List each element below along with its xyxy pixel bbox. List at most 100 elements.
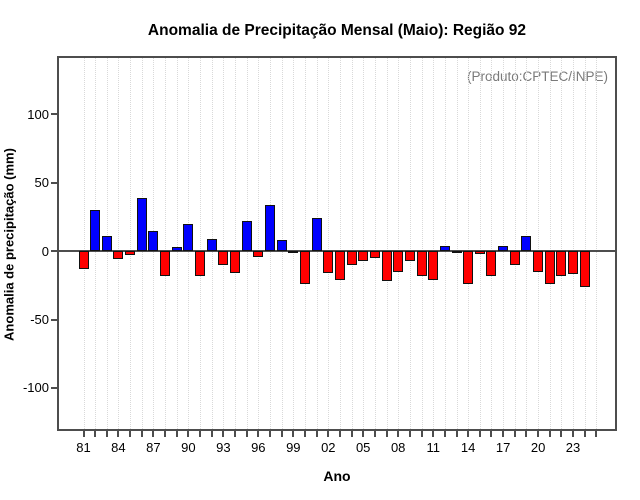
gridline-1999 [293,58,295,429]
x-tick-1981 [82,431,85,437]
bar-2016 [486,251,497,276]
bar-2024 [579,251,590,287]
bar-1991 [195,251,205,276]
x-tick-2022 [560,431,563,437]
y-tick-100 [51,113,57,116]
gridline-2002 [328,58,330,429]
x-tick-label-2002: 02 [321,440,336,455]
bar-2000 [299,251,310,284]
x-tick-label-2020: 20 [530,440,546,455]
x-tick-1992 [210,431,213,437]
gridline-1988 [165,58,167,429]
bar-2013 [451,251,462,253]
bar-2017 [498,245,509,252]
x-tick-2020 [537,431,540,437]
bar-1982 [90,210,101,252]
gridline-2012 [444,58,446,429]
gridline-2017 [503,58,505,429]
gridline-2018 [514,58,516,429]
x-tick-2016 [490,431,493,437]
y-tick-50 [51,181,57,184]
bar-1986 [136,197,147,251]
x-tick-2015 [478,431,481,437]
x-tick-1984 [117,431,120,437]
x-tick-label-1999: 99 [286,440,301,455]
x-tick-label-2014: 14 [460,440,476,455]
x-tick-2002 [327,431,330,437]
x-tick-2010 [420,431,423,437]
gridline-1984 [118,58,120,429]
bar-1985 [125,251,136,256]
x-tick-1985 [129,431,132,437]
x-tick-1991 [199,431,201,437]
bar-2010 [416,251,427,276]
y-tick--50 [51,318,57,321]
y-tick-label--100: -100 [22,380,49,396]
bar-2011 [428,251,439,280]
x-tick-1983 [105,431,108,437]
x-tick-2024 [583,431,586,437]
x-tick-label-1990: 90 [181,440,196,455]
gridline-1989 [176,58,178,429]
bar-1983 [101,236,112,252]
x-tick-1989 [175,431,178,437]
x-tick-1988 [164,431,167,437]
bar-1981 [78,251,89,269]
bar-2008 [393,251,404,272]
bar-2014 [463,251,474,284]
bar-2002 [323,251,334,273]
gridline-2010 [421,58,423,429]
x-tick-label-1993: 93 [216,440,231,455]
x-tick-2000 [303,431,306,437]
gridline-1993 [223,58,225,429]
x-tick-1987 [152,431,155,437]
x-tick-2014 [467,431,470,437]
bar-2003 [334,251,345,280]
x-tick-2017 [502,431,505,437]
gridline-2000 [304,58,306,429]
plot-area: (Produto:CPTEC/INPE) [59,58,615,429]
bar-1992 [206,238,217,251]
x-tick-1993 [222,431,225,437]
bar-2019 [521,236,532,252]
source-annotation: (Produto:CPTEC/INPE) [466,69,608,84]
gridline-1994 [235,58,236,429]
bar-2021 [544,251,555,284]
gridline-2024 [584,58,586,429]
bar-1988 [160,251,171,276]
x-tick-2009 [408,431,411,437]
bar-1999 [288,251,299,253]
x-tick-label-2008: 08 [390,440,406,455]
gridline-2020 [538,58,540,429]
x-tick-label-1984: 84 [111,440,126,455]
chart-title: Anomalia de Precipitação Mensal (Maio): … [147,22,527,39]
gridline-2016 [491,58,493,429]
x-tick-1994 [234,431,236,437]
gridline-2015 [479,58,481,429]
x-tick-2018 [513,431,516,437]
y-tick-label-0: 0 [41,243,49,259]
x-tick-label-1987: 87 [146,440,161,455]
x-tick-2012 [443,431,446,437]
x-tick-2006 [373,431,376,437]
gridline-2025 [596,58,598,429]
x-tick-2003 [338,431,341,437]
gridline-2006 [374,58,376,429]
gridline-2004 [351,58,353,429]
x-tick-1999 [292,431,295,437]
x-tick-2025 [595,431,598,437]
bar-1994 [230,251,240,273]
x-tick-1998 [280,431,283,437]
bar-1996 [253,251,264,257]
x-tick-1990 [187,431,190,437]
x-tick-2013 [455,431,458,437]
x-tick-label-2017: 17 [495,440,511,455]
bar-2004 [346,251,357,265]
bar-2001 [311,218,322,252]
gridline-2003 [339,58,341,429]
bar-1987 [148,230,159,251]
x-tick-2004 [350,431,353,437]
x-tick-2019 [525,431,528,437]
gridline-1991 [200,58,201,429]
